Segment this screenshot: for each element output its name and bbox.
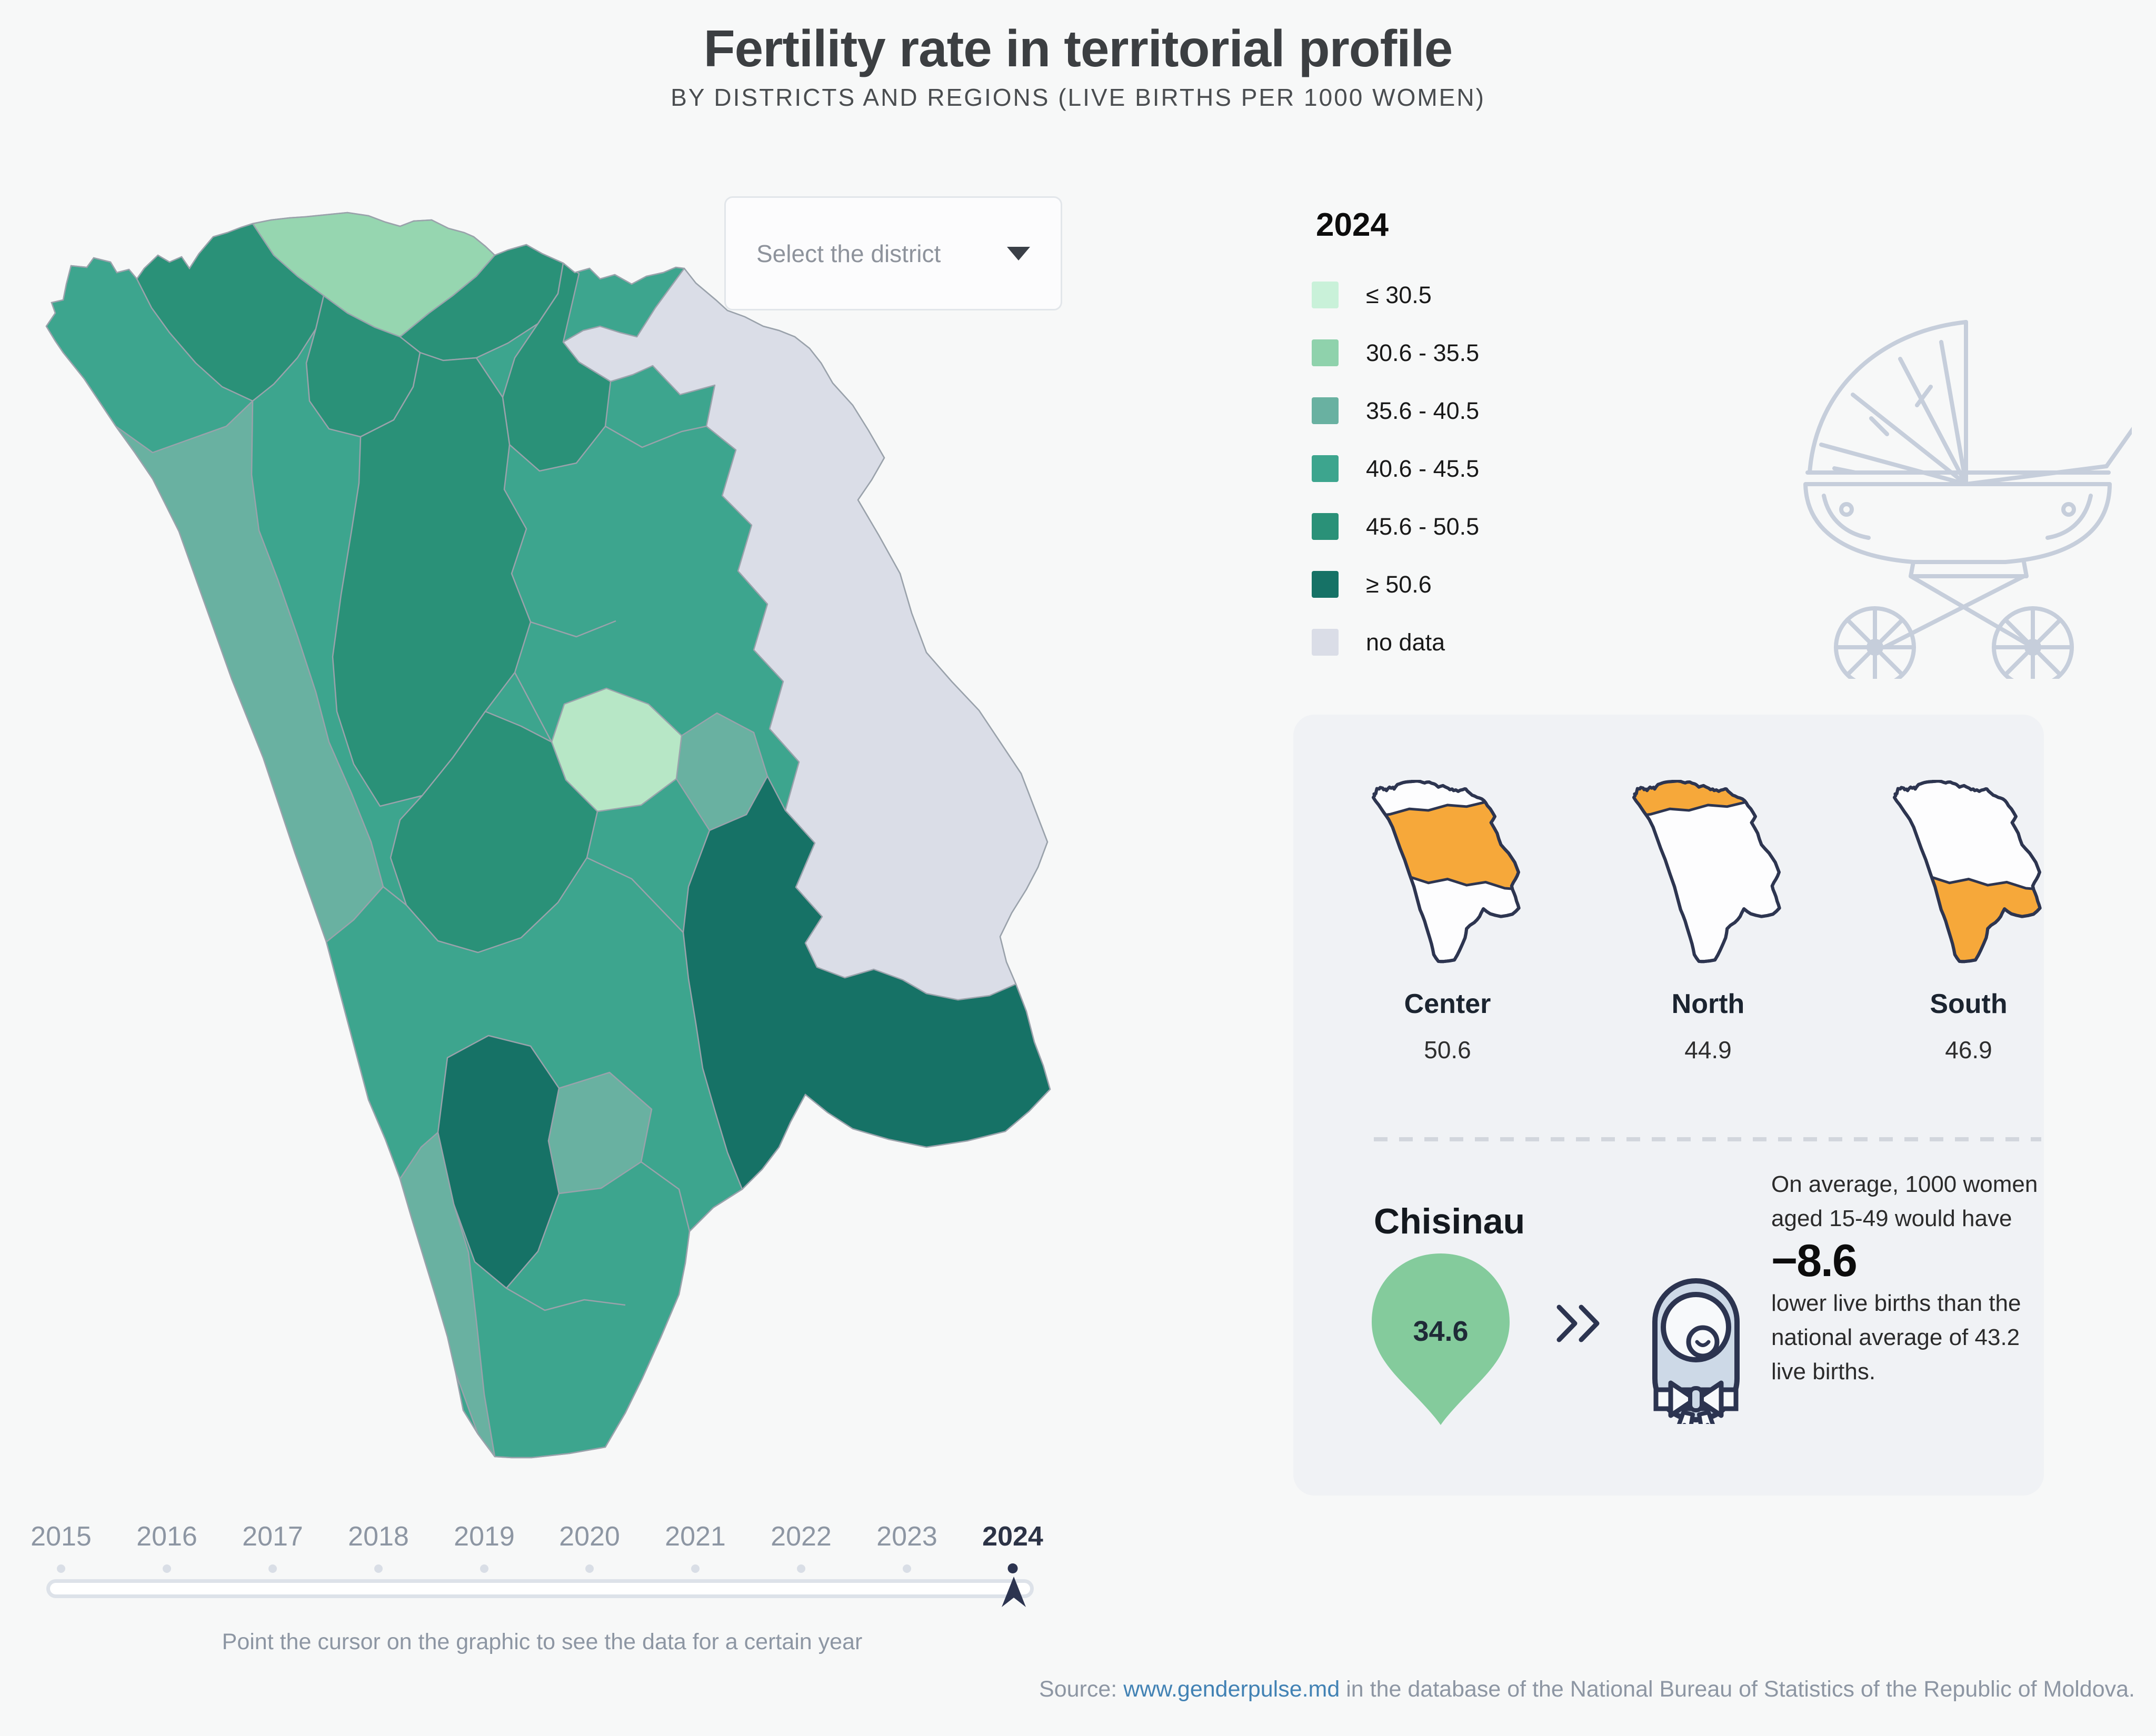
year-tick (585, 1564, 594, 1573)
year-tick (268, 1564, 277, 1573)
year-2022[interactable]: 2022 (771, 1521, 832, 1552)
region-minimap-center (1371, 780, 1524, 965)
dashed-divider (1374, 1137, 2041, 1141)
district-select-placeholder: Select the district (756, 239, 941, 267)
note-delta: −8.6 (1771, 1236, 1858, 1286)
source-label: Source: (1039, 1677, 1124, 1702)
district[interactable] (390, 710, 598, 954)
legend-item: 30.6 - 35.5 (1312, 339, 1479, 366)
source-link[interactable]: www.genderpulse.md (1123, 1677, 1340, 1702)
year-tick (480, 1564, 488, 1573)
region-minimap-south (1892, 780, 2045, 965)
year-tick (691, 1564, 700, 1573)
year-tick-selected (1007, 1563, 1018, 1573)
legend-item: ≤ 30.5 (1312, 282, 1432, 308)
region-value: 50.6 (1424, 1036, 1471, 1063)
year-2019[interactable]: 2019 (454, 1521, 515, 1552)
legend-swatch (1312, 513, 1339, 540)
double-chevron-icon (1556, 1304, 1600, 1342)
district[interactable] (332, 352, 532, 807)
legend-item: ≥ 50.6 (1312, 571, 1432, 598)
region-value: 44.9 (1684, 1036, 1732, 1063)
legend-year-label: 2024 (1316, 207, 1389, 243)
district[interactable] (547, 1071, 653, 1195)
region-name: South (1930, 989, 2008, 1019)
year-tick (163, 1564, 171, 1573)
moldova-map[interactable] (32, 205, 1063, 1468)
legend-item: no data (1312, 629, 1445, 656)
chisinau-value: 34.6 (1413, 1316, 1468, 1347)
district-chisinau[interactable] (551, 687, 683, 812)
legend-item: 40.6 - 45.5 (1312, 455, 1479, 482)
year-2015[interactable]: 2015 (31, 1521, 92, 1552)
timeline-track[interactable] (46, 1579, 1034, 1598)
year-2016[interactable]: 2016 (136, 1521, 197, 1552)
region-name: Center (1404, 989, 1491, 1019)
year-2021[interactable]: 2021 (665, 1521, 726, 1552)
district-select[interactable]: Select the district (724, 196, 1062, 310)
legend-swatch (1312, 571, 1339, 598)
year-tick (57, 1564, 65, 1573)
legend-item: 45.6 - 50.5 (1312, 513, 1479, 540)
source-line: Source: www.genderpulse.md in the databa… (1039, 1677, 2135, 1702)
legend-item: 35.6 - 40.5 (1312, 397, 1479, 424)
year-2017[interactable]: 2017 (242, 1521, 303, 1552)
region-name: North (1671, 989, 1745, 1019)
year-cursor-icon[interactable] (998, 1574, 1030, 1610)
region-value: 46.9 (1945, 1036, 1992, 1063)
year-2020[interactable]: 2020 (559, 1521, 620, 1552)
chevron-down-icon (1007, 246, 1030, 260)
page-title: Fertility rate in territorial profile (703, 19, 1453, 77)
source-rest: in the database of the National Bureau o… (1340, 1677, 2135, 1702)
legend-swatch (1312, 629, 1339, 656)
year-2024[interactable]: 2024 (982, 1521, 1043, 1552)
region-minimap-north (1632, 780, 1784, 965)
timeline-hint: Point the cursor on the graphic to see t… (222, 1629, 863, 1654)
chisinau-title: Chisinau (1374, 1201, 1525, 1241)
year-tick (374, 1564, 383, 1573)
legend-swatch (1312, 282, 1339, 308)
legend-swatch (1312, 339, 1339, 366)
year-tick (903, 1564, 911, 1573)
chisinau-note: On average, 1000 women aged 15-49 would … (1771, 1167, 2046, 1389)
legend-swatch (1312, 455, 1339, 482)
swaddled-baby-icon (1652, 1278, 1740, 1424)
note-tail: lower live births than the national aver… (1771, 1290, 2021, 1384)
year-2023[interactable]: 2023 (876, 1521, 937, 1552)
chisinau-marker: 34.6 (1372, 1253, 1510, 1425)
legend-swatch (1312, 397, 1339, 424)
year-tick (797, 1564, 805, 1573)
baby-carriage-icon (1803, 320, 2132, 679)
note-lead: On average, 1000 women aged 15-49 would … (1771, 1171, 2038, 1231)
page-subtitle: BY DISTRICTS AND REGIONS (LIVE BIRTHS PE… (671, 84, 1485, 111)
year-2018[interactable]: 2018 (348, 1521, 409, 1552)
